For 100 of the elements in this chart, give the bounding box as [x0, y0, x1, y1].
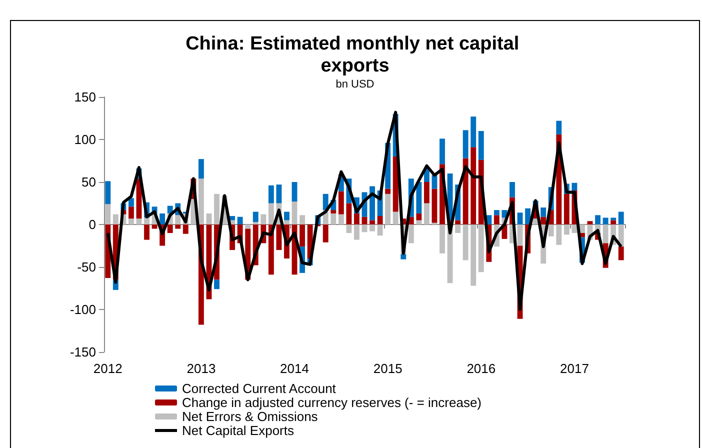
bar	[478, 224, 484, 272]
bar	[455, 220, 461, 224]
bar	[525, 208, 531, 224]
bar	[292, 202, 298, 224]
bar	[470, 116, 476, 148]
bar	[252, 212, 258, 222]
x-tick-label: 2015	[373, 361, 402, 376]
bar	[284, 220, 290, 224]
bar	[300, 215, 306, 224]
bar	[346, 224, 352, 233]
line-series	[106, 110, 623, 311]
legend-label: Corrected Current Account	[182, 381, 336, 396]
bar	[206, 213, 212, 224]
bar	[392, 212, 398, 224]
y-tick-label: -100	[70, 302, 96, 317]
bar	[564, 224, 570, 235]
bar	[175, 224, 181, 229]
x-tick-label: 2014	[280, 361, 309, 376]
bar	[517, 224, 523, 246]
bar	[408, 224, 414, 244]
bar	[587, 221, 593, 224]
bar	[128, 198, 134, 207]
bar	[292, 182, 298, 202]
bar	[128, 206, 134, 219]
bar	[144, 218, 150, 224]
bar	[470, 147, 476, 224]
bar	[548, 224, 554, 236]
x-tick-label: 2013	[186, 361, 216, 376]
bar	[595, 215, 601, 224]
bar	[330, 213, 336, 224]
bar	[198, 159, 204, 179]
bar	[300, 224, 306, 247]
bar	[268, 185, 274, 204]
bar	[580, 224, 585, 233]
bar	[370, 224, 375, 232]
bar	[128, 218, 134, 224]
bar	[252, 222, 258, 224]
bar	[470, 224, 476, 286]
legend-label: Net Errors & Omissions	[182, 409, 318, 424]
bar	[400, 254, 406, 260]
bar	[517, 212, 523, 224]
x-tick-label: 2017	[560, 361, 589, 376]
y-tick-label: -150	[70, 344, 96, 360]
bar	[105, 181, 111, 204]
bar	[618, 212, 624, 224]
bar	[338, 191, 344, 214]
bar	[322, 194, 328, 210]
bar	[494, 215, 500, 224]
bar	[564, 194, 570, 224]
bar	[510, 182, 515, 198]
bar	[556, 224, 562, 245]
bar	[370, 220, 375, 224]
bar	[377, 216, 383, 224]
x-tick-label: 2012	[93, 361, 122, 376]
bar	[284, 212, 290, 220]
y-tick-label: 50	[82, 174, 96, 190]
bar	[160, 213, 166, 224]
bar	[556, 120, 562, 134]
bar	[432, 188, 438, 223]
bar	[572, 224, 578, 233]
bar	[214, 280, 220, 290]
legend-label: Net Capital Exports	[182, 423, 294, 438]
bar	[338, 214, 344, 224]
bar	[540, 208, 546, 217]
bar	[424, 203, 430, 224]
bar	[136, 218, 142, 224]
bar	[377, 224, 383, 236]
bar	[416, 213, 422, 220]
bar	[618, 224, 624, 247]
bar	[540, 216, 546, 224]
bar	[354, 213, 360, 224]
bar	[268, 203, 274, 224]
bar	[494, 210, 500, 216]
bar	[245, 224, 251, 229]
chart-subtitle: bn USD	[336, 78, 374, 90]
legend-label: Change in adjusted currency reserves (- = increase)	[182, 395, 482, 410]
chart-title: China: Estimated monthly net capital exports	[186, 34, 524, 76]
bar	[602, 224, 608, 244]
bar	[182, 224, 188, 234]
bar	[167, 224, 173, 233]
bar	[610, 218, 616, 220]
bar	[214, 194, 220, 224]
bar	[362, 224, 368, 232]
bar	[462, 130, 468, 158]
y-tick-label: -50	[77, 260, 96, 274]
y-tick-label: 0	[88, 217, 96, 232]
bar	[175, 215, 181, 224]
y-tick-label: 150	[74, 90, 96, 104]
bar	[237, 216, 243, 224]
bar	[276, 224, 282, 250]
bar	[572, 182, 578, 190]
bar	[276, 184, 282, 204]
bar	[152, 224, 158, 229]
bar	[610, 220, 616, 224]
bar	[385, 188, 391, 194]
bar	[618, 246, 624, 260]
bar	[322, 224, 328, 242]
bar	[144, 224, 150, 240]
bar	[462, 224, 468, 260]
bar	[424, 182, 430, 204]
